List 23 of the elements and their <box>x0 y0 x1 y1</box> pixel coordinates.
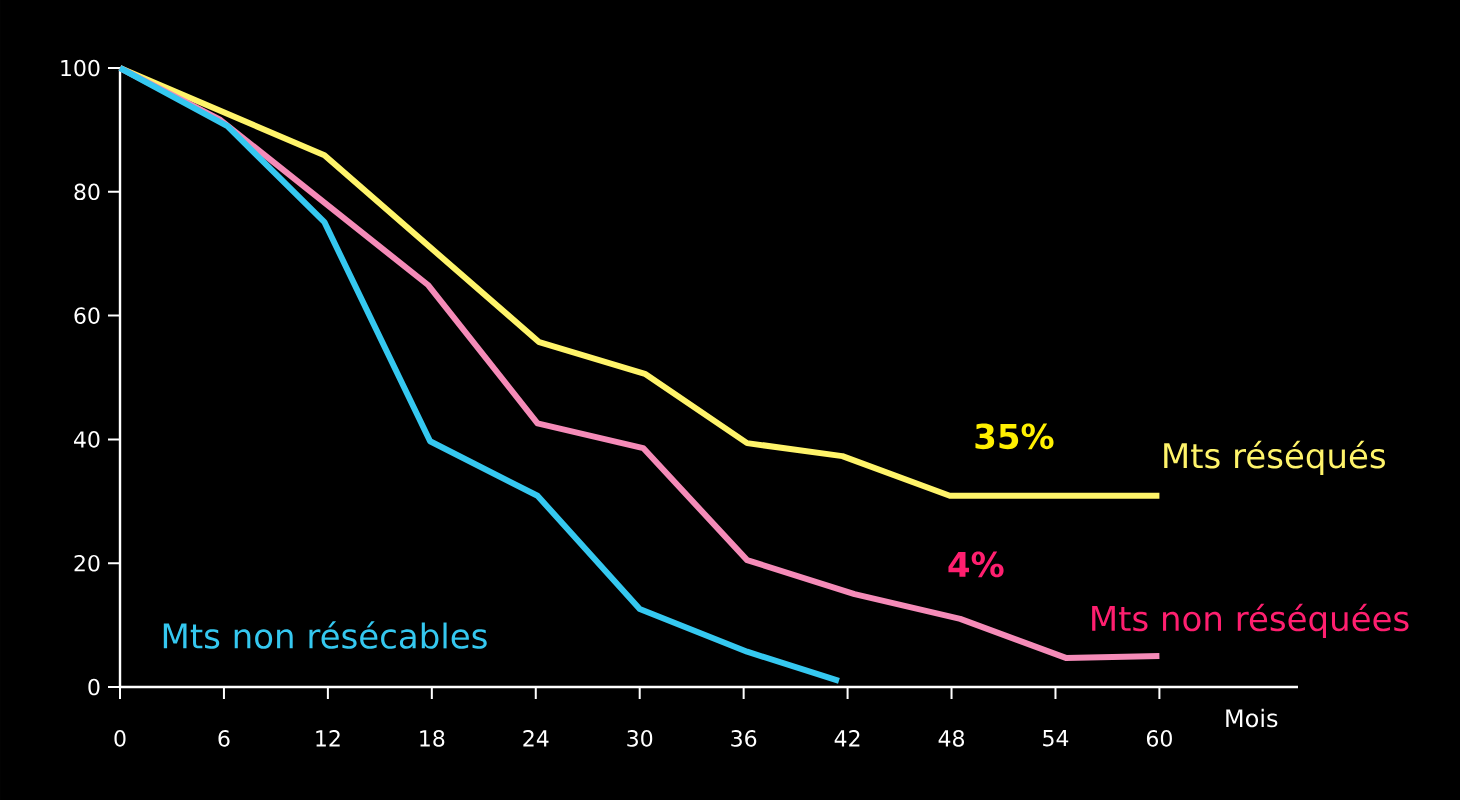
y-tick-label: 20 <box>74 554 100 572</box>
y-tick-label: 40 <box>74 431 100 448</box>
annotation: 4% <box>948 551 1004 578</box>
x-tick-label: 0 <box>114 730 126 747</box>
series-label: Mts non réséquées <box>1092 603 1409 638</box>
x-tick-label: 12 <box>316 730 340 747</box>
x-tick-label: 24 <box>523 730 549 747</box>
x-tick-label: 36 <box>731 730 757 747</box>
series-label: Mts réséqués <box>1164 440 1385 476</box>
x-tick-label: 6 <box>218 730 230 747</box>
x-tick-label: 18 <box>420 730 445 747</box>
x-axis-title: Mois <box>1226 708 1278 728</box>
x-tick-label: 42 <box>834 730 860 747</box>
annotation: 35% <box>975 423 1054 450</box>
y-tick-label: 60 <box>74 307 100 324</box>
x-tick-label: 30 <box>627 730 653 747</box>
x-tick-label: 48 <box>938 730 965 747</box>
y-tick-label: 80 <box>74 183 100 201</box>
y-tick-label: 100 <box>61 59 100 77</box>
text: Mts non résécables <box>163 621 487 649</box>
x-tick-label: 60 <box>1146 730 1172 747</box>
y-tick-label: 0 <box>88 678 100 696</box>
x-tick-label: 54 <box>1043 730 1069 747</box>
